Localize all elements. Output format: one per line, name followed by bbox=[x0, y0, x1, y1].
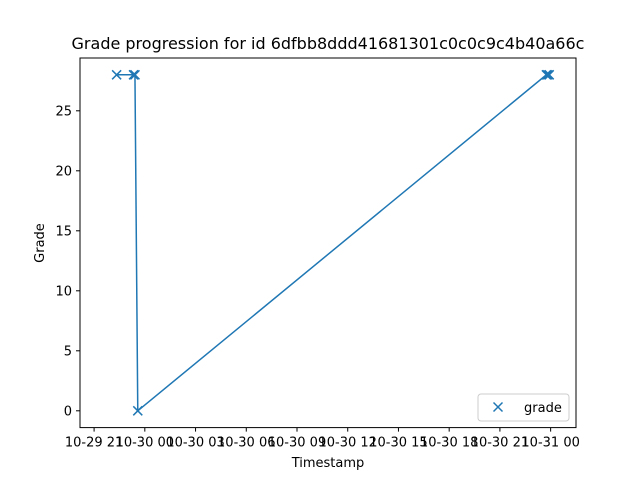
legend-marker-x bbox=[492, 401, 504, 413]
data-point bbox=[542, 69, 553, 80]
x-tick-label: 10-30 15 bbox=[369, 436, 427, 451]
chart-title: Grade progression for id 6dfbb8ddd416813… bbox=[72, 34, 585, 53]
data-point bbox=[541, 69, 552, 80]
legend: grade bbox=[477, 393, 570, 422]
legend-box bbox=[477, 393, 570, 422]
data-point bbox=[544, 69, 555, 80]
data-point bbox=[128, 69, 139, 80]
y-tick-label: 10 bbox=[55, 284, 72, 299]
x-tick-label: 10-30 00 bbox=[116, 436, 174, 451]
legend-label: grade bbox=[524, 401, 562, 416]
y-tick-label: 20 bbox=[55, 164, 72, 179]
x-tick-label: 10-30 21 bbox=[471, 436, 529, 451]
legend-marker-x-icon bbox=[492, 401, 504, 413]
y-axis-label: Grade bbox=[33, 223, 48, 263]
data-point bbox=[111, 69, 122, 80]
x-tick-label: 10-30 09 bbox=[268, 436, 326, 451]
y-axis: 0 5 10 15 20 25 bbox=[55, 104, 80, 419]
y-tick-label: 0 bbox=[64, 404, 72, 419]
x-tick-label: 10-30 06 bbox=[217, 436, 275, 451]
x-axis-label: Timestamp bbox=[291, 456, 365, 471]
y-tick-label: 15 bbox=[55, 224, 72, 239]
x-tick-label: 10-29 21 bbox=[65, 436, 123, 451]
data-point bbox=[129, 69, 140, 80]
y-tick-label: 25 bbox=[55, 104, 72, 119]
data-point bbox=[132, 405, 143, 416]
x-tick-label: 10-31 00 bbox=[521, 436, 579, 451]
plot-area bbox=[111, 69, 555, 416]
y-tick-label: 5 bbox=[64, 344, 72, 359]
axes-frame bbox=[79, 57, 577, 429]
x-tick-label: 10-30 12 bbox=[319, 436, 377, 451]
x-tick-label: 10-30 18 bbox=[420, 436, 478, 451]
x-tick-label: 10-30 03 bbox=[166, 436, 224, 451]
